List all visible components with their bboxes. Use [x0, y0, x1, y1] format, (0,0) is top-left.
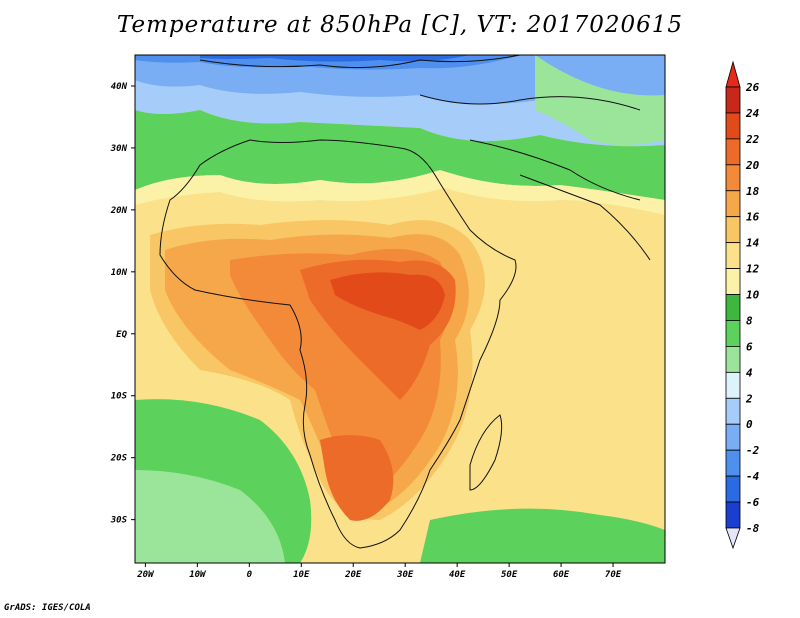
colorbar-label: 18 [746, 185, 760, 198]
colorbar-label: -6 [746, 496, 760, 509]
x-tick-label: 30E [396, 570, 414, 580]
map-frame [134, 54, 666, 564]
x-tick-label: 20W [136, 570, 155, 580]
y-tick-label: 30N [110, 144, 128, 154]
y-tick-label: EQ [116, 330, 127, 340]
colorbar-swatch [725, 138, 741, 166]
colorbar-label: 2 [745, 392, 753, 405]
colorbar-swatch [725, 112, 741, 140]
temperature-field [135, 55, 665, 563]
colorbar-label: 26 [745, 81, 760, 94]
colorbar-swatch [725, 242, 741, 269]
colorbar-swatch [725, 164, 741, 192]
y-tick-label: 40N [111, 82, 128, 92]
x-tick-label: 70E [605, 570, 622, 580]
colorbar-label: 8 [746, 314, 753, 327]
colorbar-swatch [725, 320, 741, 347]
colorbar-label: 20 [745, 159, 760, 172]
colorbar-swatch [725, 346, 741, 373]
coastlines-and-borders [159, 55, 651, 549]
x-tick-label: 10E [293, 570, 310, 580]
x-axis: 20W 10W 0 10E 20E 30E 40E 50E 60E 70E [136, 563, 622, 580]
x-tick-label: 40E [449, 570, 466, 580]
y-axis: 40N 30N 20N 10N EQ 10S 20S 30S [110, 82, 135, 526]
colorbar-swatch [725, 216, 741, 244]
colorbar-min-triangle [725, 527, 741, 550]
colorbar-label: 16 [746, 211, 760, 224]
software-credit: GrADS: IGES/COLA [4, 603, 91, 613]
colorbar-label: -8 [746, 522, 760, 535]
y-tick-label: 10N [111, 268, 128, 278]
x-tick-label: 20E [344, 570, 362, 580]
colorbar-label: -4 [746, 470, 760, 483]
colorbar-label: 22 [745, 133, 760, 146]
colorbar-swatch [725, 371, 741, 399]
colorbar-swatch [725, 86, 741, 114]
colorbar-swatch [725, 449, 741, 477]
colorbar-label: 0 [746, 418, 753, 431]
colorbar-label: -2 [746, 444, 760, 457]
x-tick-label: 10W [189, 570, 207, 580]
y-tick-label: 20N [110, 206, 128, 216]
colorbar-swatch [725, 294, 741, 321]
colorbar-swatch [725, 423, 741, 451]
x-tick-label: 50E [501, 570, 518, 580]
y-tick-label: 10S [111, 392, 128, 402]
y-tick-label: 20S [110, 454, 128, 464]
colorbar-label: 14 [746, 237, 760, 250]
colorbar-max-triangle [725, 60, 741, 88]
colorbar-swatch [725, 501, 741, 529]
y-tick-label: 30S [110, 516, 128, 526]
colorbar-swatch [725, 397, 741, 425]
colorbar-label: 10 [746, 289, 760, 302]
colorbar-label: 6 [746, 340, 753, 353]
colorbar-swatch [725, 475, 741, 503]
colorbar-swatch [725, 268, 741, 295]
colorbar-swatch [725, 190, 741, 218]
x-tick-label: 0 [247, 570, 253, 580]
colorbar-label: 12 [746, 263, 760, 276]
colorbar-label: 4 [746, 366, 753, 379]
colorbar-label: 24 [745, 107, 760, 120]
x-tick-label: 60E [553, 570, 570, 580]
map-title: Temperature at 850hPa [C], VT: 201702061… [116, 12, 684, 38]
